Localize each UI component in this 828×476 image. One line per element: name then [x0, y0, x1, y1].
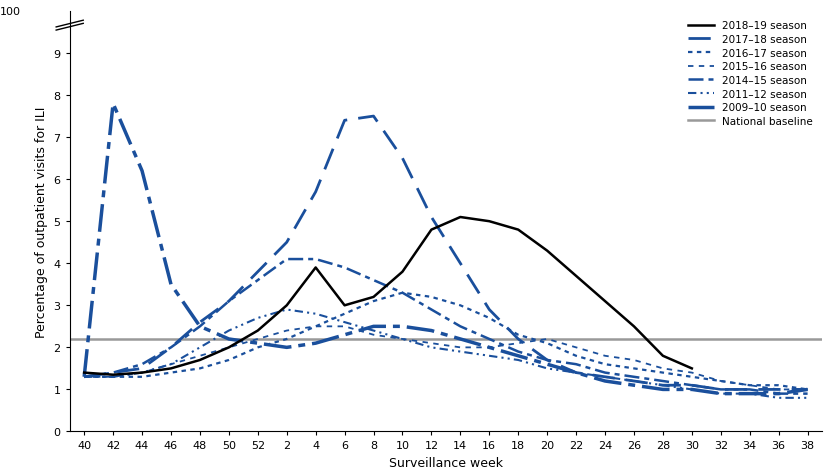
Y-axis label: Percentage of outpatient visits for ILI: Percentage of outpatient visits for ILI — [35, 106, 48, 337]
Text: 100: 100 — [0, 7, 21, 17]
X-axis label: Surveillance week: Surveillance week — [388, 456, 503, 469]
Legend: 2018–19 season, 2017–18 season, 2016–17 season, 2015–16 season, 2014–15 season, : 2018–19 season, 2017–18 season, 2016–17 … — [682, 17, 816, 131]
